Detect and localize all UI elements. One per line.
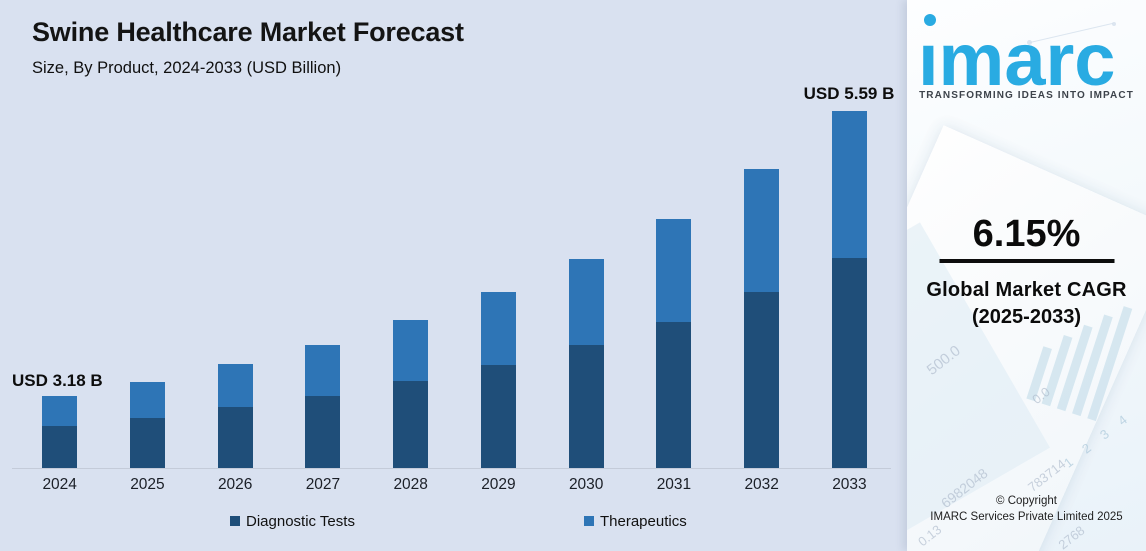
segment-diagnostic-tests-2025 xyxy=(129,418,165,468)
x-tick-label-2030: 2030 xyxy=(568,476,604,493)
legend-swatch-therapeutics-icon xyxy=(584,516,594,526)
bar-2030 xyxy=(568,259,604,468)
segment-therapeutics-2033 xyxy=(831,111,867,258)
page-title: Swine Healthcare Market Forecast xyxy=(32,17,464,47)
x-tick-label-2025: 2025 xyxy=(130,476,165,493)
bar-2033 xyxy=(831,111,867,468)
brand-panel: 500.0 0.0 1 2 3 4 6982048 783714 0.13 27… xyxy=(907,0,1146,551)
segment-diagnostic-tests-2032 xyxy=(744,292,780,468)
legend-item-therapeutics: Therapeutics xyxy=(584,512,687,530)
bar-2031 xyxy=(656,219,692,468)
x-tick-label-2033: 2033 xyxy=(832,476,867,493)
segment-diagnostic-tests-2028 xyxy=(393,381,429,468)
logo-wordmark: ımarc xyxy=(918,18,1116,101)
cagr-label: Global Market CAGR xyxy=(926,279,1127,301)
segment-therapeutics-2028 xyxy=(393,320,429,381)
x-tick-label-2031: 2031 xyxy=(656,476,692,493)
x-axis-line xyxy=(12,468,891,469)
annotation-last-year-value: USD 5.59 B xyxy=(803,84,895,103)
watermark-dot xyxy=(1027,40,1032,45)
copyright-line-2: IMARC Services Private Limited 2025 xyxy=(930,511,1123,523)
watermark-dot xyxy=(1112,22,1116,26)
bar-2028 xyxy=(393,320,429,468)
segment-therapeutics-2024 xyxy=(42,396,78,426)
x-tick-label-2029: 2029 xyxy=(481,476,516,493)
segment-therapeutics-2025 xyxy=(129,382,165,418)
bar-2024 xyxy=(42,396,78,468)
x-tick-label-2024: 2024 xyxy=(42,476,77,493)
segment-therapeutics-2026 xyxy=(217,364,253,407)
x-tick-label-2026: 2026 xyxy=(217,476,253,493)
segment-diagnostic-tests-2033 xyxy=(831,258,867,468)
legend-label-diagnostic-tests: Diagnostic Tests xyxy=(246,512,355,530)
bar-2027 xyxy=(305,345,341,468)
bar-2029 xyxy=(480,292,516,468)
legend-swatch-diagnostic-tests-icon xyxy=(230,516,240,526)
plot-area: USD 3.18 B USD 5.59 B 2024 2025 2026 2027 20… xyxy=(12,84,895,493)
legend-label-therapeutics: Therapeutics xyxy=(600,512,687,530)
segment-therapeutics-2032 xyxy=(744,169,780,292)
segment-diagnostic-tests-2029 xyxy=(480,365,516,468)
page-subtitle: Size, By Product, 2024-2033 (USD Billion… xyxy=(32,59,342,77)
segment-therapeutics-2029 xyxy=(480,292,516,365)
bar-2026 xyxy=(217,364,253,468)
copyright-line-1: © Copyright xyxy=(996,495,1057,507)
segment-diagnostic-tests-2027 xyxy=(305,396,341,468)
bar-2032 xyxy=(744,169,780,468)
segment-therapeutics-2030 xyxy=(568,259,604,345)
cagr-period: (2025-2033) xyxy=(972,306,1081,328)
watermark-number: 2768 xyxy=(1055,522,1088,551)
x-tick-label-2028: 2028 xyxy=(393,476,428,493)
segment-diagnostic-tests-2031 xyxy=(656,322,692,468)
segment-diagnostic-tests-2026 xyxy=(217,407,253,468)
segment-therapeutics-2027 xyxy=(305,345,341,396)
logo-tagline: TRANSFORMING IDEAS INTO IMPACT xyxy=(919,90,1134,101)
segment-diagnostic-tests-2024 xyxy=(42,426,78,468)
segment-diagnostic-tests-2030 xyxy=(568,345,604,468)
x-tick-label-2027: 2027 xyxy=(305,476,341,493)
chart-panel: Swine Healthcare Market Forecast Size, B… xyxy=(12,17,895,530)
logo-i-dot-icon xyxy=(924,14,936,26)
cagr-divider xyxy=(939,259,1114,263)
annotation-first-year-value: USD 3.18 B xyxy=(12,371,103,390)
legend-item-diagnostic-tests: Diagnostic Tests xyxy=(230,512,355,530)
x-tick-label-2032: 2032 xyxy=(744,476,779,493)
segment-therapeutics-2031 xyxy=(656,219,692,322)
bar-2025 xyxy=(129,382,165,468)
cagr-value: 6.15% xyxy=(972,213,1081,255)
